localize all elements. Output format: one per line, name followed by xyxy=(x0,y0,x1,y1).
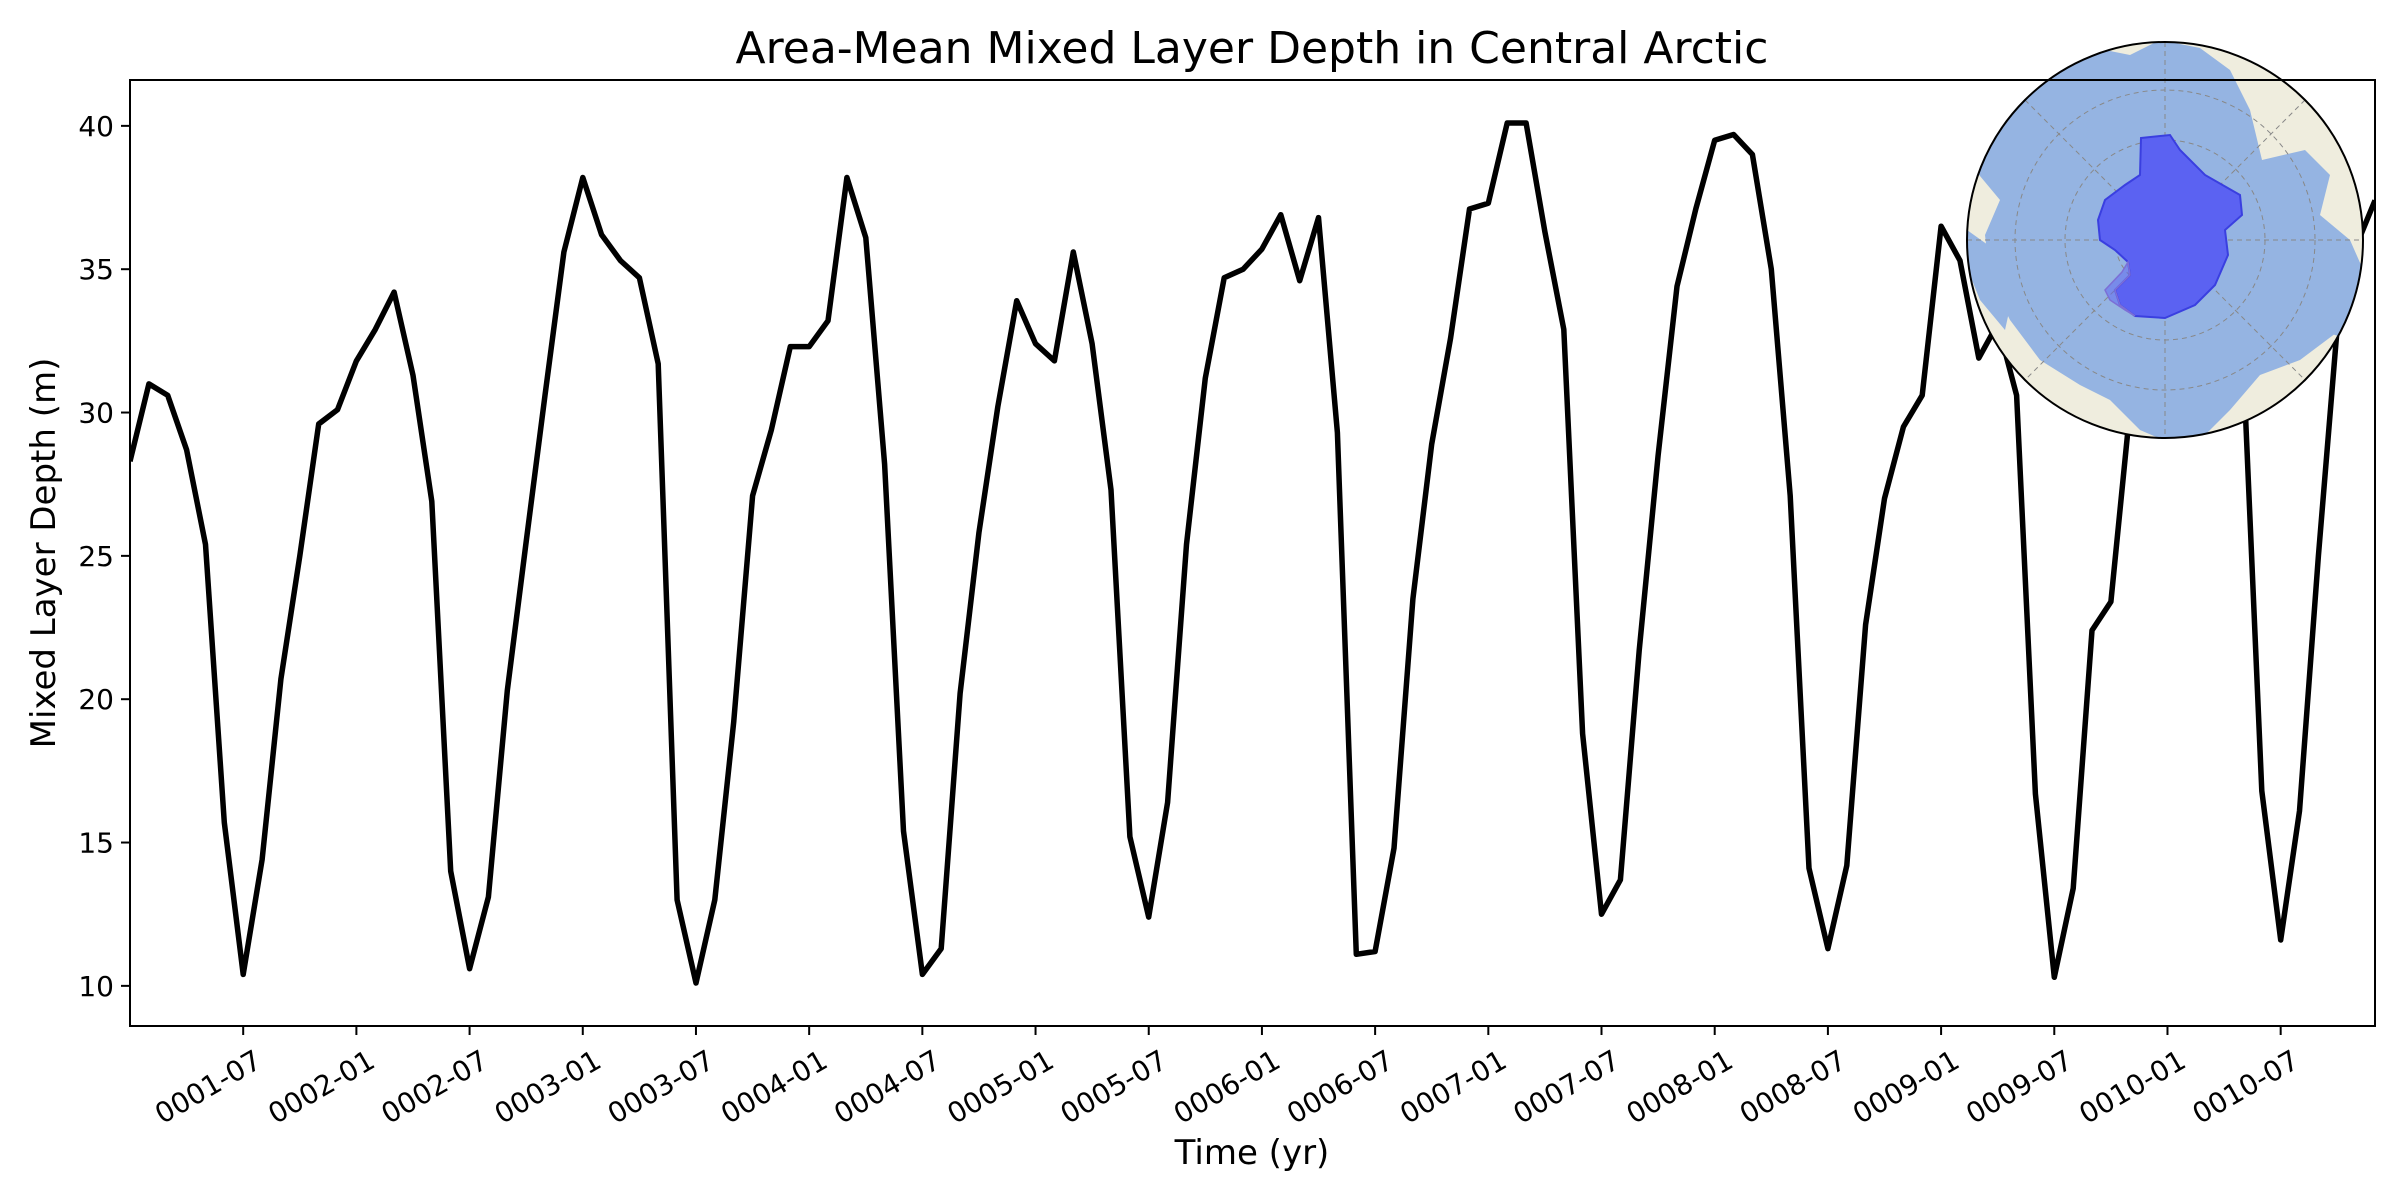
x-tick-label: 0001-07 xyxy=(149,1043,267,1130)
x-tick-label: 0010-07 xyxy=(2187,1043,2305,1130)
x-tick-label: 0009-01 xyxy=(1847,1043,1965,1130)
y-axis: 10 15 20 25 30 35 40 xyxy=(78,110,130,1003)
x-tick-label: 0003-07 xyxy=(602,1043,720,1130)
map-ocean-west xyxy=(1967,230,2015,330)
chart-title: Area-Mean Mixed Layer Depth in Central A… xyxy=(736,23,1769,74)
x-tick-label: 0009-07 xyxy=(1960,1043,2078,1130)
x-tick-label: 0005-01 xyxy=(942,1043,1060,1130)
x-tick-label: 0008-01 xyxy=(1621,1043,1739,1130)
x-tick-label: 0005-07 xyxy=(1055,1043,1173,1130)
x-tick-label: 0007-07 xyxy=(1508,1043,1626,1130)
x-axis: 0001-070002-010002-070003-010003-070004-… xyxy=(149,1026,2305,1131)
x-tick-label: 0003-01 xyxy=(489,1043,607,1130)
plot-frame xyxy=(129,79,2376,1027)
y-axis-label: Mixed Layer Depth (m) xyxy=(24,358,64,749)
y-tick-label: 15 xyxy=(78,827,114,860)
region-extension xyxy=(2104,259,2136,317)
x-tick-label: 0004-01 xyxy=(715,1043,833,1130)
y-tick-label: 25 xyxy=(78,540,114,573)
x-tick-label: 0007-01 xyxy=(1394,1043,1512,1130)
y-tick-label: 30 xyxy=(78,397,114,430)
y-tick-label: 20 xyxy=(78,683,114,716)
x-tick-label: 0008-07 xyxy=(1734,1043,1852,1130)
x-tick-label: 0004-07 xyxy=(828,1043,946,1130)
y-tick-label: 35 xyxy=(78,253,114,286)
y-tick-label: 10 xyxy=(78,970,114,1003)
x-tick-label: 0010-01 xyxy=(2074,1043,2192,1130)
x-tick-label: 0002-07 xyxy=(376,1043,494,1130)
arctic-inset-map xyxy=(1966,41,2364,439)
x-tick-label: 0006-01 xyxy=(1168,1043,1286,1130)
map-outline xyxy=(1966,41,2364,439)
x-tick-label: 0006-07 xyxy=(1281,1043,1399,1130)
y-tick-label: 40 xyxy=(78,110,114,143)
x-axis-label: Time (yr) xyxy=(1174,1133,1330,1173)
x-tick-label: 0002-01 xyxy=(262,1043,380,1130)
